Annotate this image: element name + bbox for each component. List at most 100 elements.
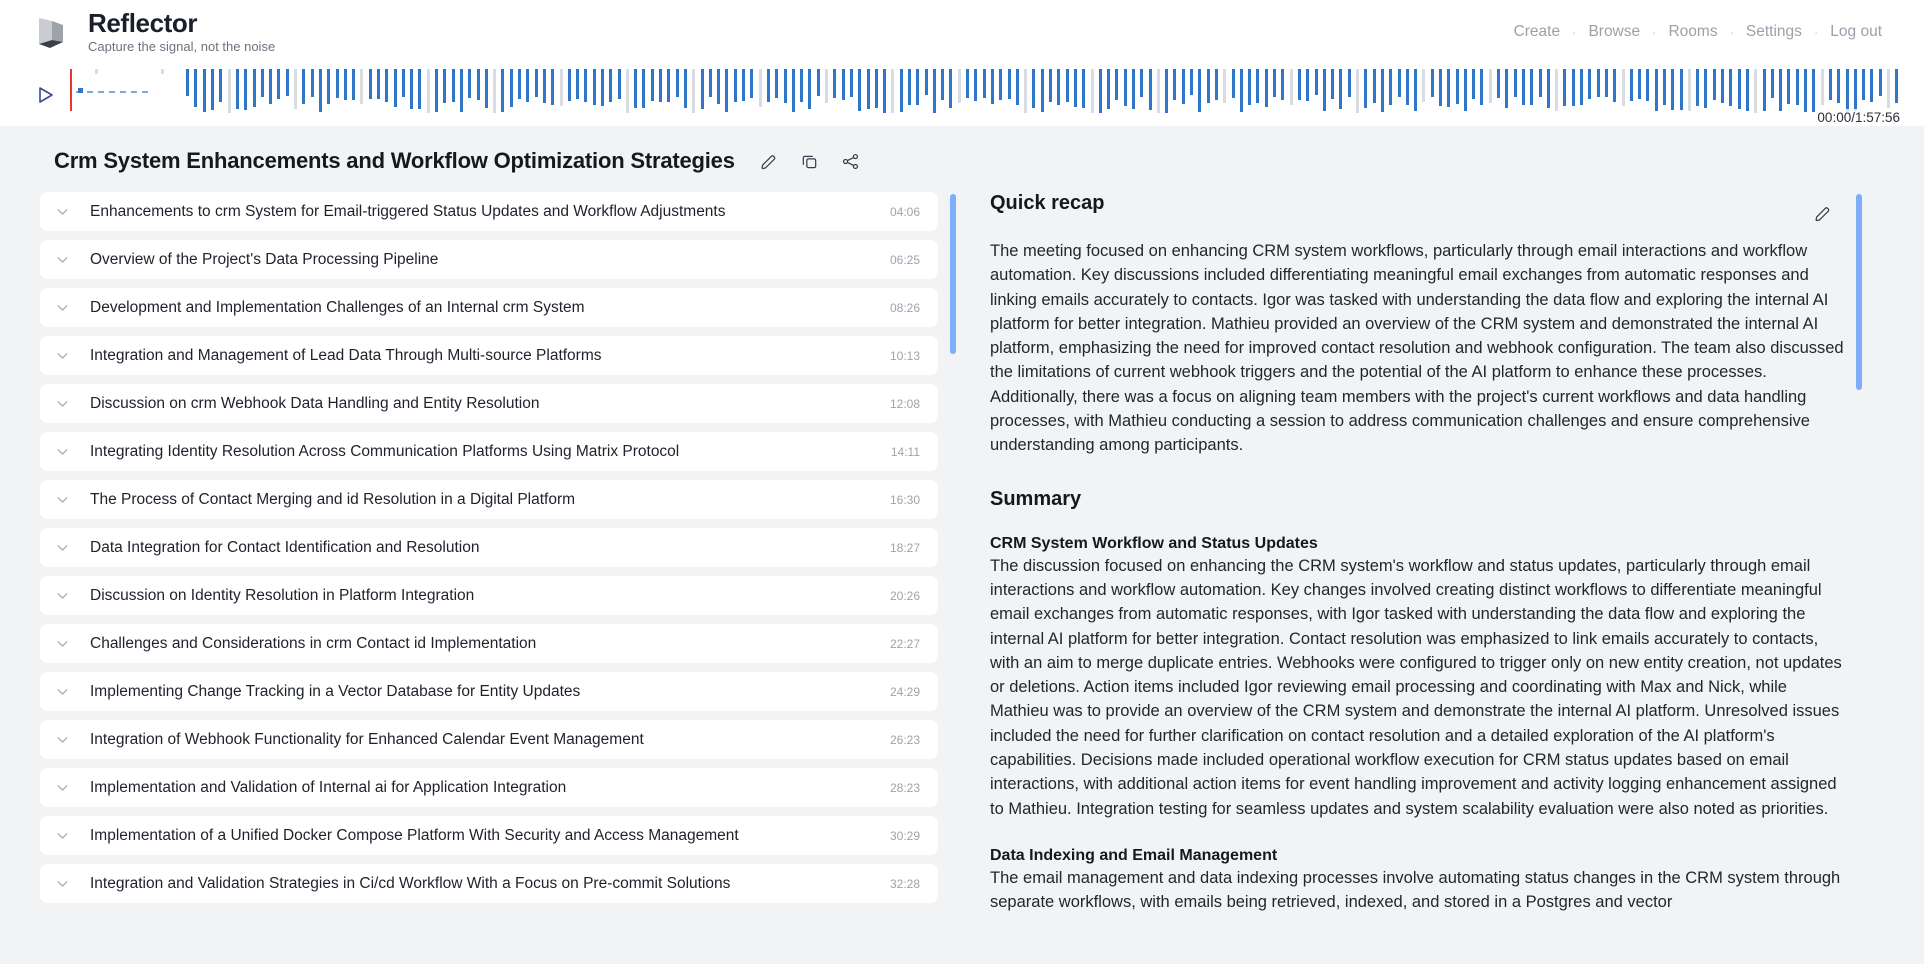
waveform-bar [1032, 69, 1036, 108]
chapter-title: Discussion on crm Webhook Data Handling … [90, 394, 540, 412]
chapter-row[interactable]: Enhancements to crm System for Email-tri… [40, 192, 938, 231]
waveform-bar [1231, 69, 1235, 99]
waveform-bar [1588, 69, 1592, 100]
waveform-bar [1862, 69, 1866, 101]
waveform-bar [758, 69, 762, 107]
chapter-row[interactable]: Integrating Identity Resolution Across C… [40, 432, 938, 471]
chapter-row[interactable]: Implementing Change Tracking in a Vector… [40, 672, 938, 711]
play-triangle-icon[interactable] [34, 84, 56, 106]
chapter-timestamp: 30:29 [889, 828, 920, 843]
cube-logo-icon [30, 10, 74, 54]
waveform-bar [1181, 69, 1185, 105]
chapter-title: Integrating Identity Resolution Across C… [90, 442, 680, 460]
waveform-bar [418, 69, 422, 109]
chapter-title: Data Integration for Contact Identificat… [90, 538, 480, 556]
chapter-row[interactable]: Implementation of a Unified Docker Compo… [40, 816, 938, 855]
waveform-bar [1414, 69, 1418, 111]
chapter-row[interactable]: Overview of the Project's Data Processin… [40, 240, 938, 279]
chapter-row[interactable]: Development and Implementation Challenge… [40, 288, 938, 327]
chevron-down-icon[interactable] [54, 827, 71, 844]
copy-icon[interactable] [800, 152, 819, 171]
waveform-bar [999, 69, 1003, 100]
waveform-bar [1870, 69, 1874, 102]
nav-logout[interactable]: Log out [1830, 23, 1882, 40]
chevron-down-icon[interactable] [54, 683, 71, 700]
summary-section-heading: Data Indexing and Email Management [990, 846, 1278, 864]
chapter-row[interactable]: Implementation and Validation of Interna… [40, 768, 938, 807]
waveform-bar [1422, 69, 1426, 102]
waveform-bar [410, 69, 414, 109]
playhead-marker[interactable] [70, 69, 72, 111]
chevron-down-icon[interactable] [54, 539, 71, 556]
chevron-down-icon[interactable] [54, 635, 71, 652]
chevron-down-icon[interactable] [54, 347, 71, 364]
chapter-timestamp: 20:26 [889, 588, 920, 603]
chevron-down-icon[interactable] [54, 395, 71, 412]
chapter-row[interactable]: Discussion on crm Webhook Data Handling … [40, 384, 938, 423]
waveform-bar [667, 69, 671, 103]
waveform-bar [310, 69, 314, 98]
waveform-bar [1779, 69, 1783, 111]
nav-create[interactable]: Create [1513, 23, 1561, 40]
chapter-row[interactable]: Challenges and Considerations in crm Con… [40, 624, 938, 663]
page-title: Crm System Enhancements and Workflow Opt… [54, 148, 735, 173]
waveform-bar [617, 69, 621, 100]
waveform-bar [1696, 69, 1700, 107]
chevron-down-icon[interactable] [54, 203, 71, 220]
nav-browse[interactable]: Browse [1588, 23, 1641, 40]
waveform-bar [1687, 69, 1691, 112]
waveform-bar [1364, 69, 1368, 109]
waveform-bar [327, 69, 331, 105]
waveform-bar [459, 69, 463, 113]
waveform-bar [800, 69, 804, 102]
chapter-row[interactable]: Integration of Webhook Functionality for… [40, 720, 938, 759]
waveform-bar [916, 69, 920, 106]
waveform-bar [1256, 69, 1260, 103]
chapter-list-scrollbar[interactable] [950, 194, 956, 354]
summary-scrollbar[interactable] [1856, 194, 1862, 390]
waveform-bar [1646, 69, 1650, 101]
waveform-bar [783, 69, 787, 104]
nav-separator-4: · [1813, 24, 1819, 40]
chevron-down-icon[interactable] [54, 875, 71, 892]
edit-recap-icon[interactable] [1813, 204, 1832, 223]
waveform-bar [1804, 69, 1808, 112]
waveform-bar [1737, 69, 1741, 109]
chevron-down-icon[interactable] [54, 443, 71, 460]
chapter-row[interactable]: The Process of Contact Merging and id Re… [40, 480, 938, 519]
waveform-bar [849, 69, 853, 97]
waveform-bar [451, 69, 455, 103]
waveform-bar [1082, 69, 1086, 108]
nav-settings[interactable]: Settings [1745, 23, 1802, 40]
waveform-bar [211, 69, 215, 110]
waveform-bar [1629, 69, 1633, 102]
chevron-down-icon[interactable] [54, 587, 71, 604]
nav-rooms[interactable]: Rooms [1668, 23, 1718, 40]
chevron-down-icon[interactable] [54, 731, 71, 748]
waveform-track[interactable] [70, 69, 1904, 121]
waveform-bar [1107, 69, 1111, 109]
waveform-bar [526, 69, 530, 102]
main-nav: Create · Browse · Rooms · Settings · Log… [1502, 23, 1894, 41]
share-icon[interactable] [841, 152, 860, 171]
time-readout: 00:00/1:57:56 [1815, 109, 1902, 126]
chapter-row[interactable]: Data Integration for Contact Identificat… [40, 528, 938, 567]
waveform-bar [990, 69, 994, 105]
waveform-bar [1389, 69, 1393, 106]
waveform-bar [1754, 69, 1758, 113]
waveform-bar [1555, 69, 1559, 112]
chevron-down-icon[interactable] [54, 491, 71, 508]
waveform-bar [1853, 69, 1857, 111]
waveform-bar [659, 69, 663, 102]
waveform-bar [1372, 69, 1376, 103]
chevron-down-icon[interactable] [54, 251, 71, 268]
chapter-row[interactable]: Discussion on Identity Resolution in Pla… [40, 576, 938, 615]
pencil-icon[interactable] [759, 152, 778, 171]
waveform-bar [1132, 69, 1135, 110]
chapter-row[interactable]: Integration and Validation Strategies in… [40, 864, 938, 903]
waveform-bar [559, 69, 563, 107]
chevron-down-icon[interactable] [54, 779, 71, 796]
waveform-bar [692, 69, 696, 113]
chapter-row[interactable]: Integration and Management of Lead Data … [40, 336, 938, 375]
chevron-down-icon[interactable] [54, 299, 71, 316]
